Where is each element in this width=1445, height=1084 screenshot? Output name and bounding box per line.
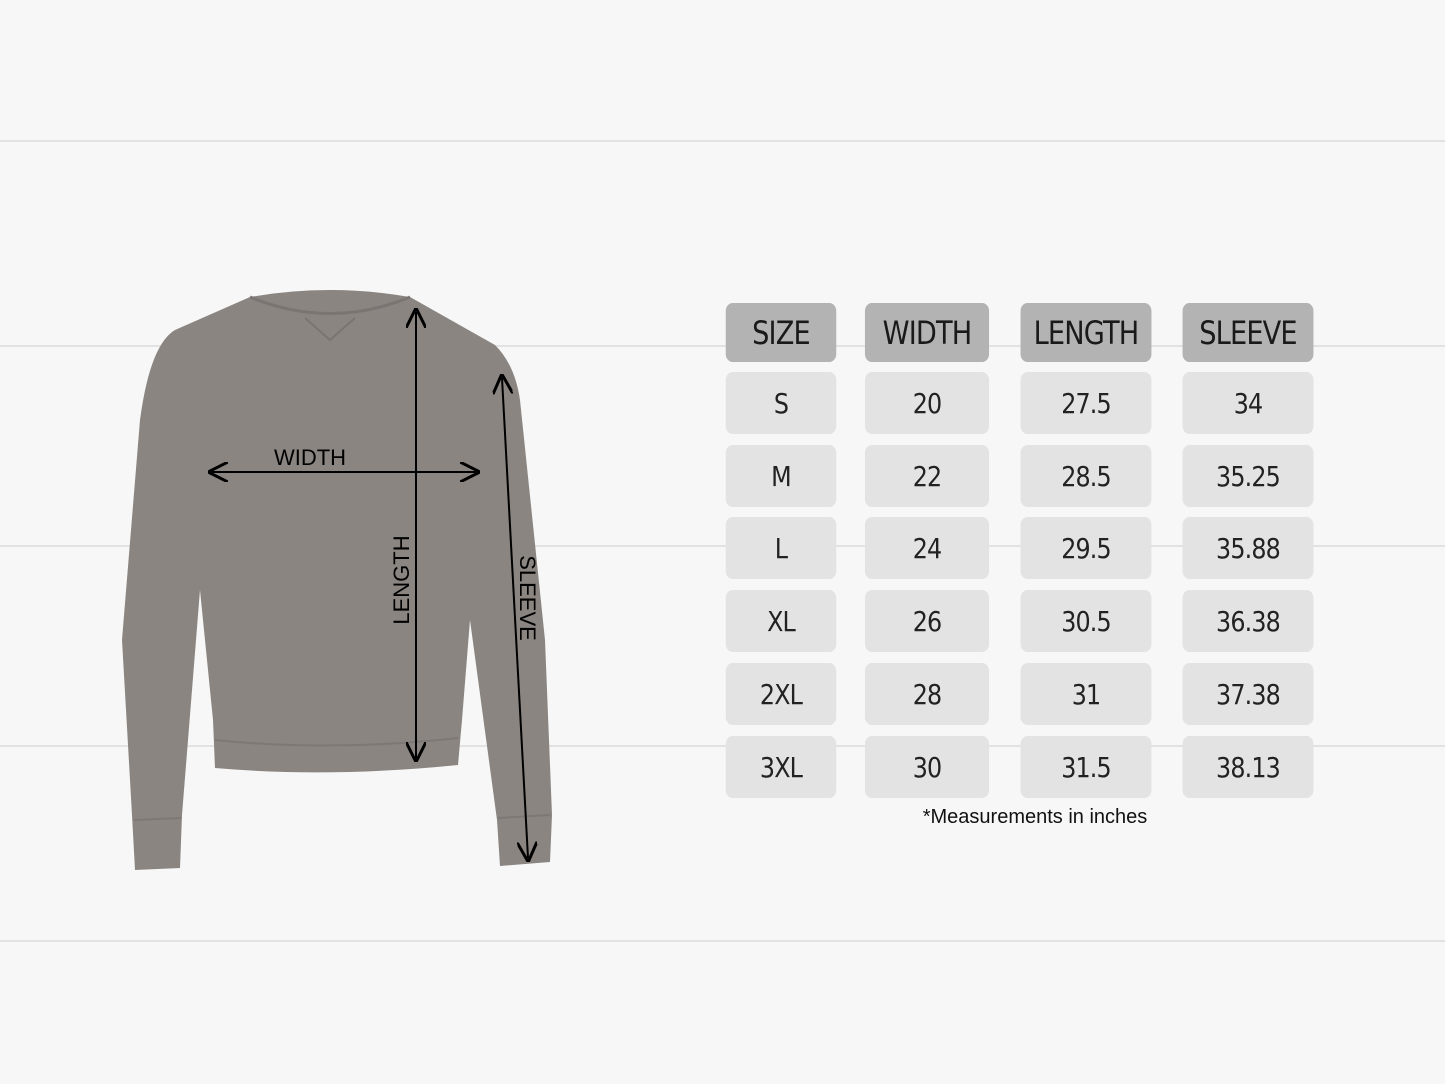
background-plank-line	[0, 140, 1445, 142]
cell-size: S	[725, 372, 837, 434]
cell-length: 31.5	[1020, 736, 1152, 798]
cell-width: 30	[864, 736, 990, 798]
header-sleeve: SLEEVE	[1182, 303, 1314, 362]
width-label: WIDTH	[274, 445, 346, 470]
cell-length: 28.5	[1020, 445, 1152, 507]
measurements-footnote: *Measurements in inches	[922, 806, 1148, 828]
cell-length: 31	[1020, 663, 1152, 725]
background-plank-line	[0, 745, 1445, 747]
cell-size: M	[725, 445, 837, 507]
cell-sleeve: 34	[1182, 372, 1314, 434]
cell-width: 28	[864, 663, 990, 725]
cell-sleeve: 35.88	[1182, 517, 1314, 579]
cell-width: 22	[864, 445, 990, 507]
cell-width: 24	[864, 517, 990, 579]
cell-length: 27.5	[1020, 372, 1152, 434]
sweater-illustration	[122, 290, 552, 870]
cell-width: 20	[864, 372, 990, 434]
header-width: WIDTH	[864, 303, 990, 362]
cell-length: 30.5	[1020, 590, 1152, 652]
cell-sleeve: 37.38	[1182, 663, 1314, 725]
length-label: LENGTH	[389, 535, 414, 624]
background-plank-line	[0, 545, 1445, 547]
cell-sleeve: 35.25	[1182, 445, 1314, 507]
sleeve-label: SLEEVE	[515, 555, 540, 641]
cell-size: L	[725, 517, 837, 579]
cell-width: 26	[864, 590, 990, 652]
cell-length: 29.5	[1020, 517, 1152, 579]
header-size: SIZE	[725, 303, 837, 362]
cell-size: XL	[725, 590, 837, 652]
cell-size: 3XL	[725, 736, 837, 798]
cell-size: 2XL	[725, 663, 837, 725]
background-plank-line	[0, 940, 1445, 942]
sleeve-arrow	[502, 378, 528, 858]
cell-sleeve: 36.38	[1182, 590, 1314, 652]
cell-sleeve: 38.13	[1182, 736, 1314, 798]
background-plank-line	[0, 345, 1445, 347]
header-length: LENGTH	[1020, 303, 1152, 362]
